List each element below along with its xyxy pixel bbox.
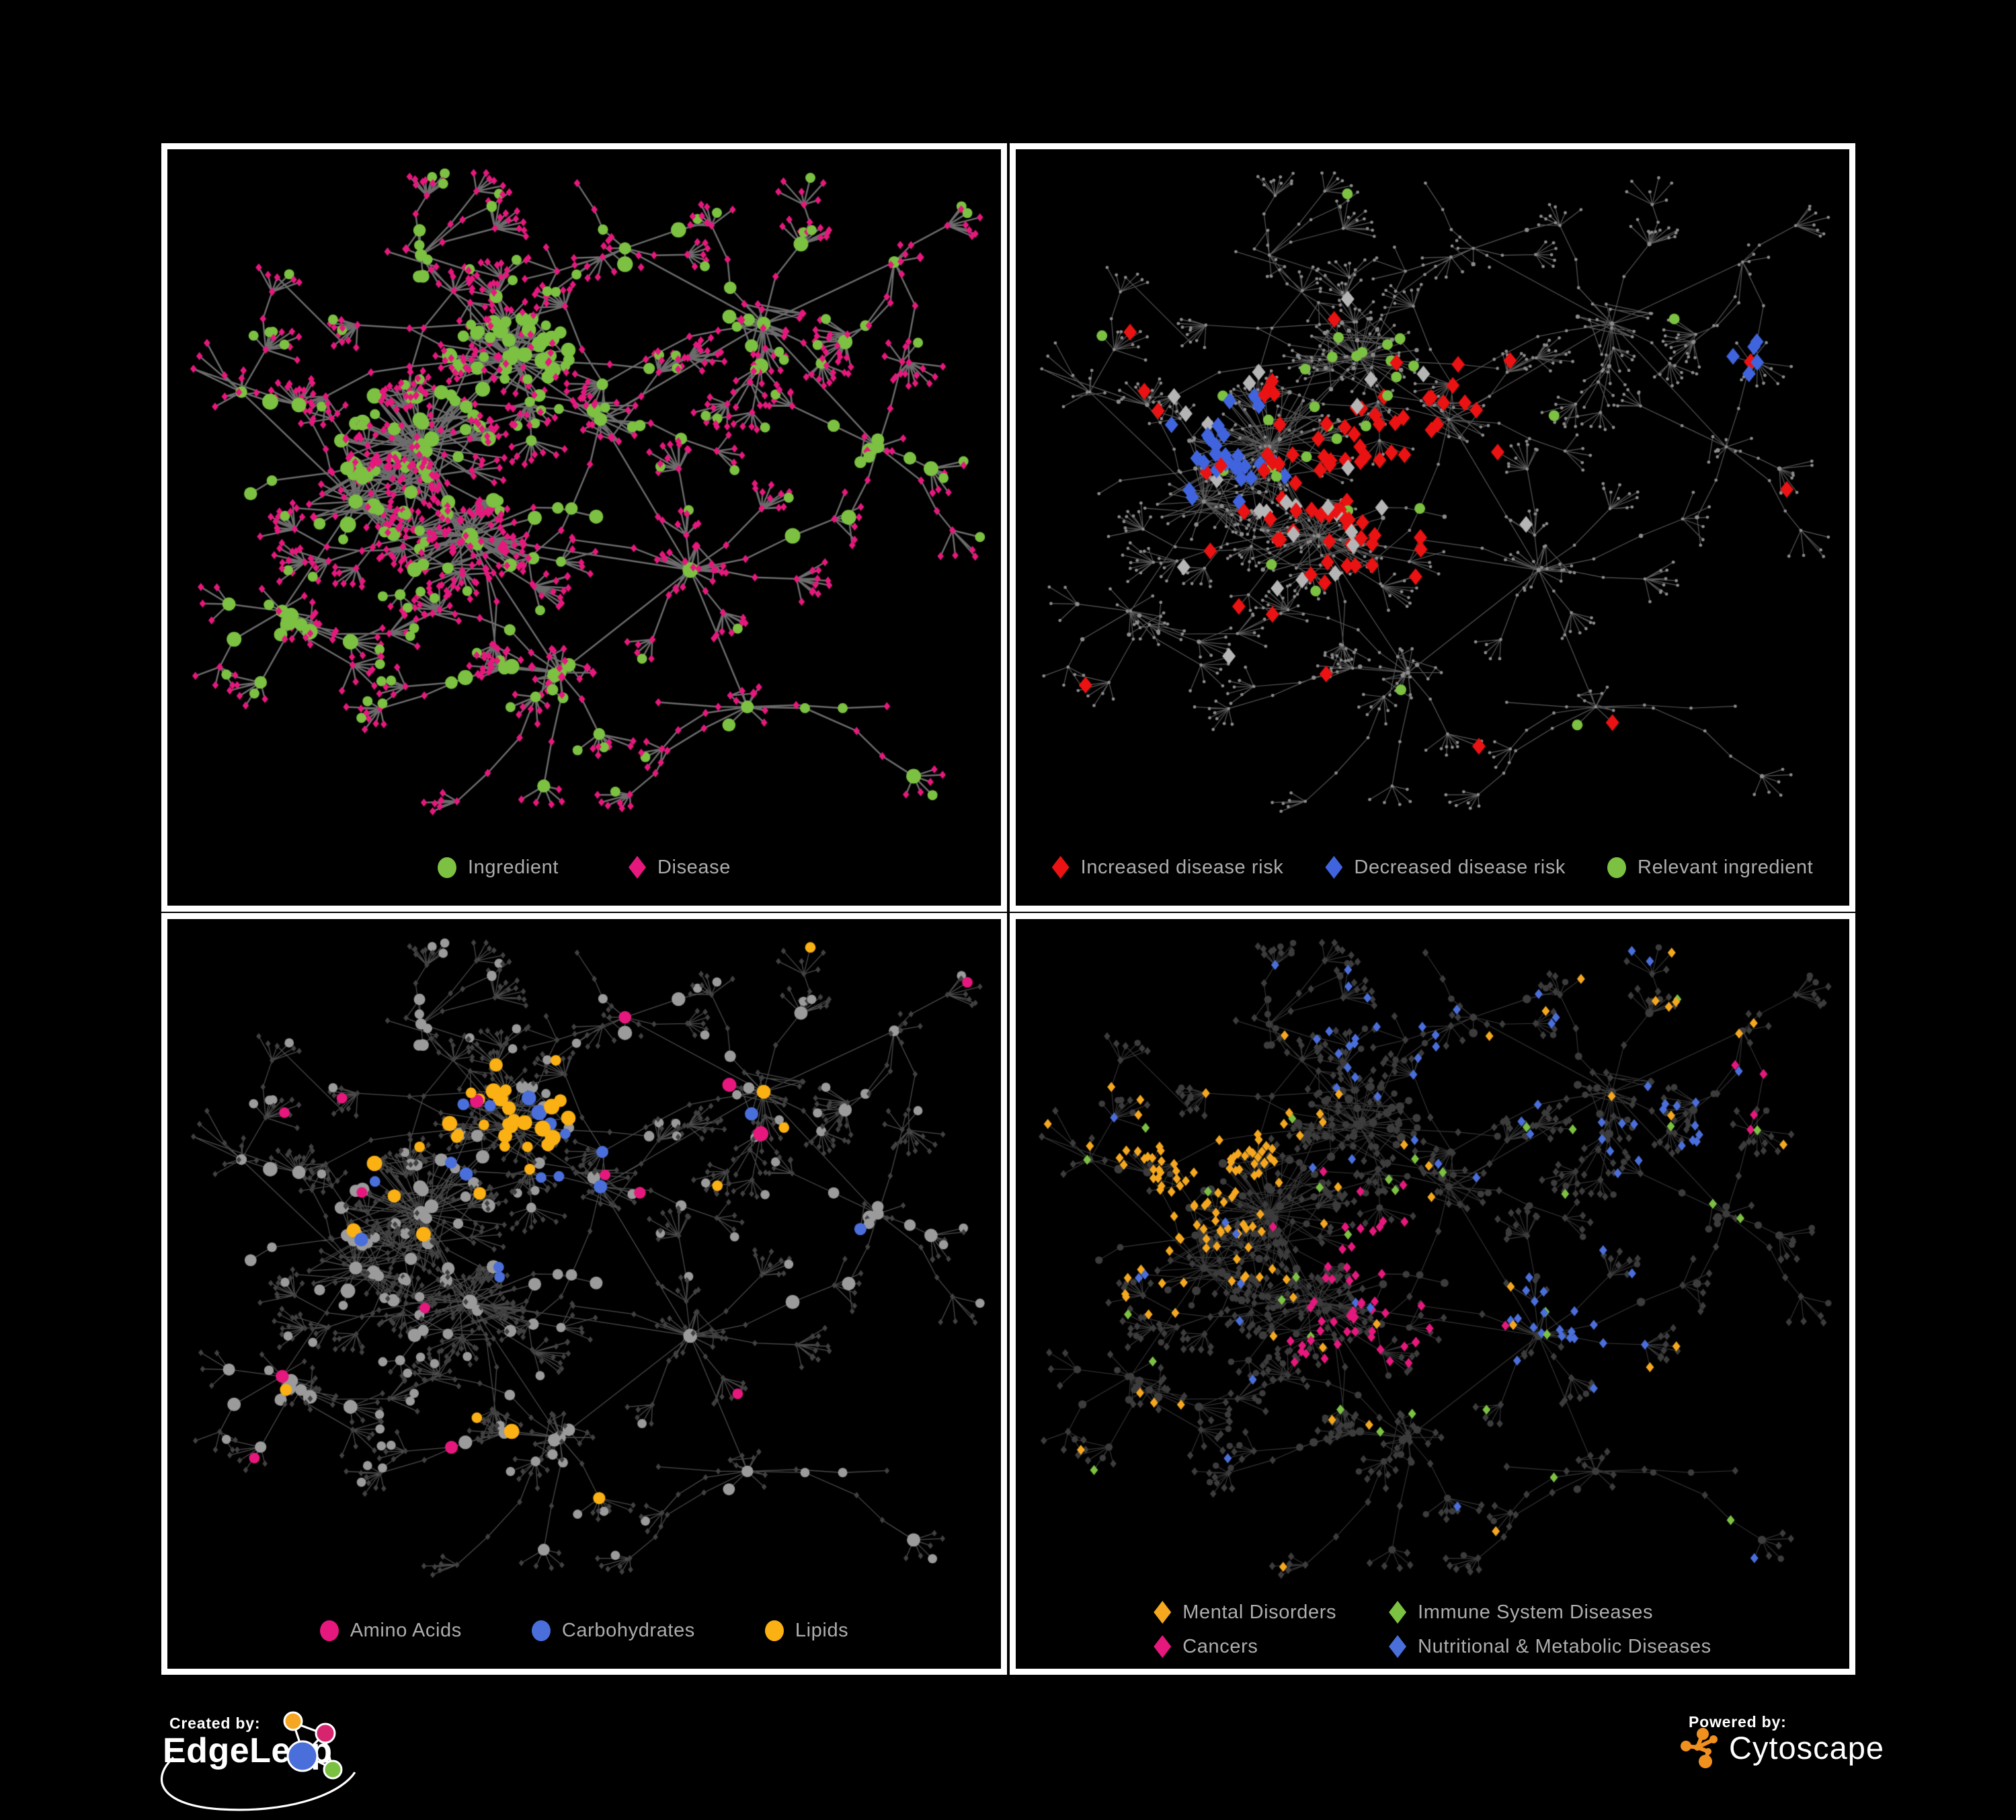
carbohydrates-circle-marker-icon bbox=[531, 1620, 551, 1641]
nutritional-metabolic-diseases-diamond-marker-icon bbox=[1389, 1635, 1407, 1658]
legend-label: Mental Disorders bbox=[1182, 1601, 1337, 1623]
legend-item-cancers: Cancers bbox=[1154, 1635, 1258, 1658]
legend-label: Carbohydrates bbox=[561, 1620, 695, 1641]
ingredient-circle-marker-icon bbox=[438, 857, 456, 878]
cytoscape-wordmark: Cytoscape bbox=[1729, 1730, 1885, 1766]
legend-item-increased-disease-risk: Increased disease risk bbox=[1051, 856, 1284, 879]
legend-label: Amino Acids bbox=[350, 1620, 462, 1641]
panel-disease-risk-network: Increased disease risk Decreased disease … bbox=[1010, 143, 1855, 912]
legend-label: Decreased disease risk bbox=[1354, 856, 1566, 878]
powered-by-label: Powered by: bbox=[1689, 1713, 1787, 1731]
legend-ingredient-disease: Ingredient Disease bbox=[167, 856, 1001, 879]
mental-disorders-diamond-marker-icon bbox=[1154, 1601, 1172, 1624]
created-by-label: Created by: bbox=[169, 1714, 261, 1732]
relevant-ingredient-circle-marker-icon bbox=[1607, 857, 1627, 878]
legend-label: Ingredient bbox=[468, 856, 559, 878]
legend-item-mental-disorders: Mental Disorders bbox=[1154, 1601, 1336, 1624]
legend-item-relevant-ingredient: Relevant ingredient bbox=[1607, 857, 1813, 879]
legend-label: Cancers bbox=[1182, 1635, 1258, 1657]
legend-nutrient-class: Amino Acids Carbohydrates Lipids bbox=[167, 1620, 1001, 1642]
legend-label: Disease bbox=[657, 856, 731, 878]
legend-disease-class: Mental Disorders Immune System Diseases Ca… bbox=[1016, 1601, 1849, 1658]
panel-disease-class-network: Mental Disorders Immune System Diseases Ca… bbox=[1010, 913, 1855, 1675]
legend-label: Nutritional & Metabolic Diseases bbox=[1418, 1635, 1711, 1657]
legend-label: Lipids bbox=[795, 1620, 849, 1641]
legend-item-decreased-disease-risk: Decreased disease risk bbox=[1325, 856, 1566, 879]
panel-nutrient-class-network: Amino Acids Carbohydrates Lipids bbox=[161, 913, 1007, 1675]
decreased-disease-risk-diamond-marker-icon bbox=[1325, 856, 1343, 879]
legend-item-nutritional-metabolic-diseases: Nutritional & Metabolic Diseases bbox=[1389, 1635, 1711, 1658]
cytoscape-logo: Powered by: Cytoscape bbox=[1678, 1709, 1906, 1796]
edgeleap-swoosh-icon bbox=[160, 1756, 356, 1811]
legend-item-immune-system-diseases: Immune System Diseases bbox=[1389, 1601, 1653, 1624]
edgeleap-network-icon bbox=[283, 1711, 343, 1780]
immune-system-diseases-diamond-marker-icon bbox=[1389, 1601, 1407, 1624]
legend-item-amino-acids: Amino Acids bbox=[319, 1620, 462, 1642]
ingredient-disease-network-canvas bbox=[167, 152, 1001, 851]
amino-acids-circle-marker-icon bbox=[319, 1620, 339, 1641]
disease-class-network-canvas bbox=[1016, 922, 1849, 1614]
legend-label: Immune System Diseases bbox=[1418, 1601, 1654, 1623]
cytoscape-network-icon bbox=[1681, 1728, 1718, 1768]
legend-label: Relevant ingredient bbox=[1638, 856, 1814, 878]
legend-label: Increased disease risk bbox=[1080, 856, 1284, 878]
legend-disease-risk: Increased disease risk Decreased disease … bbox=[1016, 856, 1849, 879]
nutrient-class-network-canvas bbox=[167, 922, 1001, 1614]
edgeleap-logo: Created by: EdgeLeap bbox=[159, 1709, 401, 1820]
legend-item-carbohydrates: Carbohydrates bbox=[531, 1620, 695, 1642]
legend-item-lipids: Lipids bbox=[764, 1620, 849, 1642]
increased-disease-risk-diamond-marker-icon bbox=[1051, 856, 1070, 879]
legend-item-disease: Disease bbox=[629, 856, 731, 879]
panel-ingredient-disease-network: Ingredient Disease bbox=[161, 143, 1007, 912]
disease-diamond-marker-icon bbox=[629, 856, 646, 879]
cancers-diamond-marker-icon bbox=[1154, 1635, 1172, 1658]
legend-item-ingredient: Ingredient bbox=[438, 857, 559, 879]
disease-risk-network-canvas bbox=[1016, 152, 1849, 851]
lipids-circle-marker-icon bbox=[764, 1620, 784, 1641]
